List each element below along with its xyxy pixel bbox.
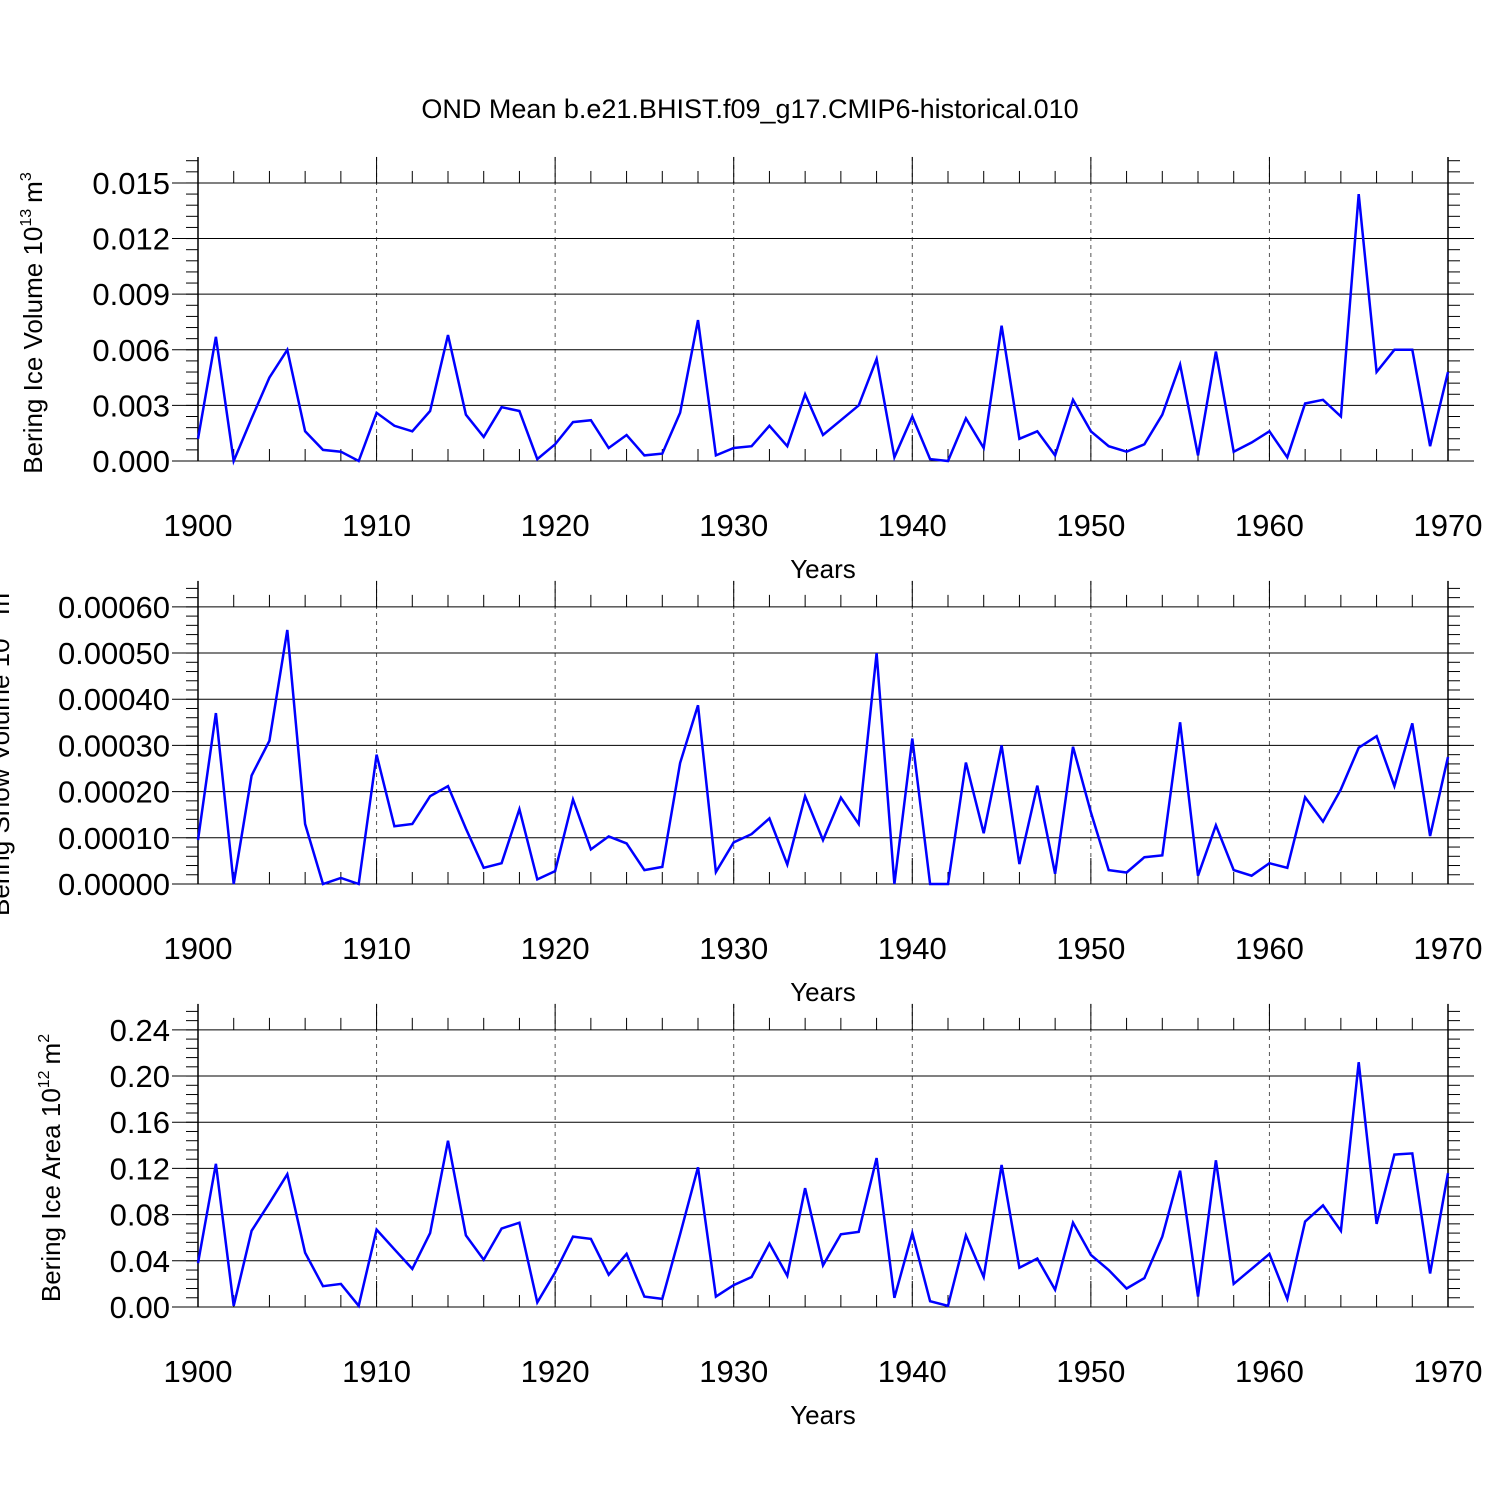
- y-tick-label: 0.003: [92, 388, 170, 423]
- y-tick-label: 0.00000: [58, 867, 170, 902]
- y-axis-label: Bering Ice Volume 1013m3: [18, 172, 48, 474]
- x-tick-label: 1970: [1414, 508, 1483, 543]
- x-tick-label: 1940: [878, 931, 947, 966]
- y-tick-label: 0.24: [110, 1013, 170, 1048]
- y-tick-label: 0.04: [110, 1244, 170, 1279]
- x-tick-label: 1920: [521, 1354, 590, 1389]
- y-tick-label: 0.012: [92, 222, 170, 257]
- y-tick-label: 0.006: [92, 333, 170, 368]
- x-tick-label: 1930: [699, 508, 768, 543]
- x-tick-label: 1930: [699, 931, 768, 966]
- chart-title: OND Mean b.e21.BHIST.f09_g17.CMIP6-histo…: [421, 94, 1078, 124]
- y-tick-label: 0.009: [92, 277, 170, 312]
- x-axis-label: Years: [790, 554, 856, 584]
- y-tick-label: 0.00060: [58, 590, 170, 625]
- x-tick-label: 1940: [878, 508, 947, 543]
- y-axis-label: Bering Snow Volume 1013m3: [0, 584, 15, 916]
- x-tick-label: 1960: [1235, 1354, 1304, 1389]
- x-tick-label: 1900: [164, 1354, 233, 1389]
- x-tick-label: 1920: [521, 931, 590, 966]
- y-tick-label: 0.00050: [58, 636, 170, 671]
- ice-volume-panel: 0.000 0.003 0.006 0.009 0.012 0.015 1900 1910 19…: [18, 156, 1483, 584]
- y-tick-label: 0.20: [110, 1059, 170, 1094]
- y-tick-label: 0.12: [110, 1151, 170, 1186]
- x-tick-label: 1930: [699, 1354, 768, 1389]
- y-tick-label: 0.015: [92, 166, 170, 201]
- y-tick-label: 0.16: [110, 1105, 170, 1140]
- x-tick-label: 1950: [1056, 508, 1125, 543]
- x-tick-label: 1960: [1235, 508, 1304, 543]
- y-axis-label: Bering Ice Area 1012m2: [36, 1034, 66, 1302]
- x-tick-label: 1950: [1056, 931, 1125, 966]
- y-tick-label: 0.00020: [58, 775, 170, 810]
- x-axis-label: Years: [790, 977, 856, 1007]
- x-tick-label: 1920: [521, 508, 590, 543]
- y-tick-label: 0.00010: [58, 821, 170, 856]
- series-line: [196, 629, 1450, 886]
- x-tick-label: 1900: [164, 931, 233, 966]
- y-tick-label: 0.00030: [58, 728, 170, 763]
- series-line: [196, 193, 1450, 466]
- x-tick-label: 1940: [878, 1354, 947, 1389]
- x-tick-label: 1970: [1414, 1354, 1483, 1389]
- x-tick-label: 1910: [342, 508, 411, 543]
- y-tick-label: 0.000: [92, 444, 170, 479]
- x-tick-label: 1900: [164, 508, 233, 543]
- snow-volume-panel: 0.00000 0.00010 0.00020 0.00030 0.00040 0.000…: [0, 580, 1483, 1007]
- x-tick-label: 1960: [1235, 931, 1304, 966]
- x-tick-label: 1910: [342, 1354, 411, 1389]
- x-tick-label: 1910: [342, 931, 411, 966]
- x-tick-label: 1950: [1056, 1354, 1125, 1389]
- y-tick-label: 0.08: [110, 1198, 170, 1233]
- y-tick-label: 0.00: [110, 1290, 170, 1325]
- series-line: [196, 1062, 1450, 1309]
- ice-area-panel: 0.00 0.04 0.08 0.12 0.16 0.20 0.24 1900 1910 1920…: [36, 1003, 1483, 1430]
- x-axis-label: Years: [790, 1400, 856, 1430]
- x-tick-label: 1970: [1414, 931, 1483, 966]
- y-tick-label: 0.00040: [58, 682, 170, 717]
